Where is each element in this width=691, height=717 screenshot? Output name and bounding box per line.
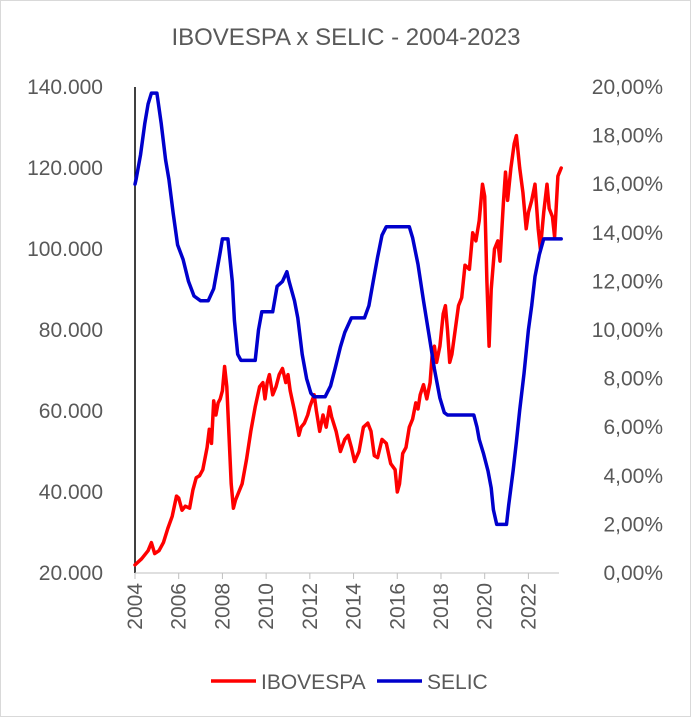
x-tick-label: 2010 — [255, 583, 278, 630]
axes: 20.000 40.000 60.000 80.000 100.000 120.000 14… — [27, 76, 663, 630]
y-left-tick-label: 140.000 — [27, 76, 103, 99]
y-right-tick-label: 16,00% — [592, 173, 663, 196]
y-right-tick-label: 14,00% — [592, 222, 663, 245]
y-right-tick-label: 18,00% — [592, 125, 663, 148]
y-right-tick-label: 12,00% — [592, 270, 663, 293]
y-right-tick-label: 6,00% — [603, 416, 663, 439]
legend-label-selic: SELIC — [427, 671, 488, 694]
y-right-tick-label: 2,00% — [603, 513, 663, 536]
y-right-tick-label: 10,00% — [592, 319, 663, 342]
y-left-tick-label: 120.000 — [27, 157, 103, 180]
series-line-ibovespa — [133, 133, 563, 567]
y-right-tick-label: 8,00% — [603, 368, 663, 391]
y-left-tick-label: 80.000 — [39, 319, 103, 342]
legend-label-ibovespa: IBOVESPA — [261, 671, 366, 694]
x-tick-label: 2006 — [168, 583, 191, 630]
x-tick-label: 2018 — [430, 583, 453, 630]
legend: IBOVESPA SELIC — [211, 671, 488, 694]
series-layer — [133, 91, 563, 567]
series-line-selic — [133, 91, 563, 527]
x-tick-label: 2012 — [299, 583, 322, 630]
y-right-tick-label: 4,00% — [603, 465, 663, 488]
x-tick-label: 2022 — [517, 583, 540, 630]
y-left-tick-label: 100.000 — [27, 238, 103, 261]
x-tick-label: 2008 — [211, 583, 234, 630]
y-left-tick-label: 60.000 — [39, 400, 103, 423]
x-tick-label: 2004 — [124, 583, 147, 630]
y-right-tick-label: 0,00% — [603, 562, 663, 585]
x-tick-label: 2016 — [386, 583, 409, 630]
y-left-tick-label: 20.000 — [39, 562, 103, 585]
x-tick-label: 2014 — [343, 583, 366, 630]
y-left-tick-label: 40.000 — [39, 481, 103, 504]
x-tick-label: 2020 — [474, 583, 497, 630]
y-right-tick-label: 20,00% — [592, 76, 663, 99]
chart-title: IBOVESPA x SELIC - 2004-2023 — [171, 24, 520, 51]
